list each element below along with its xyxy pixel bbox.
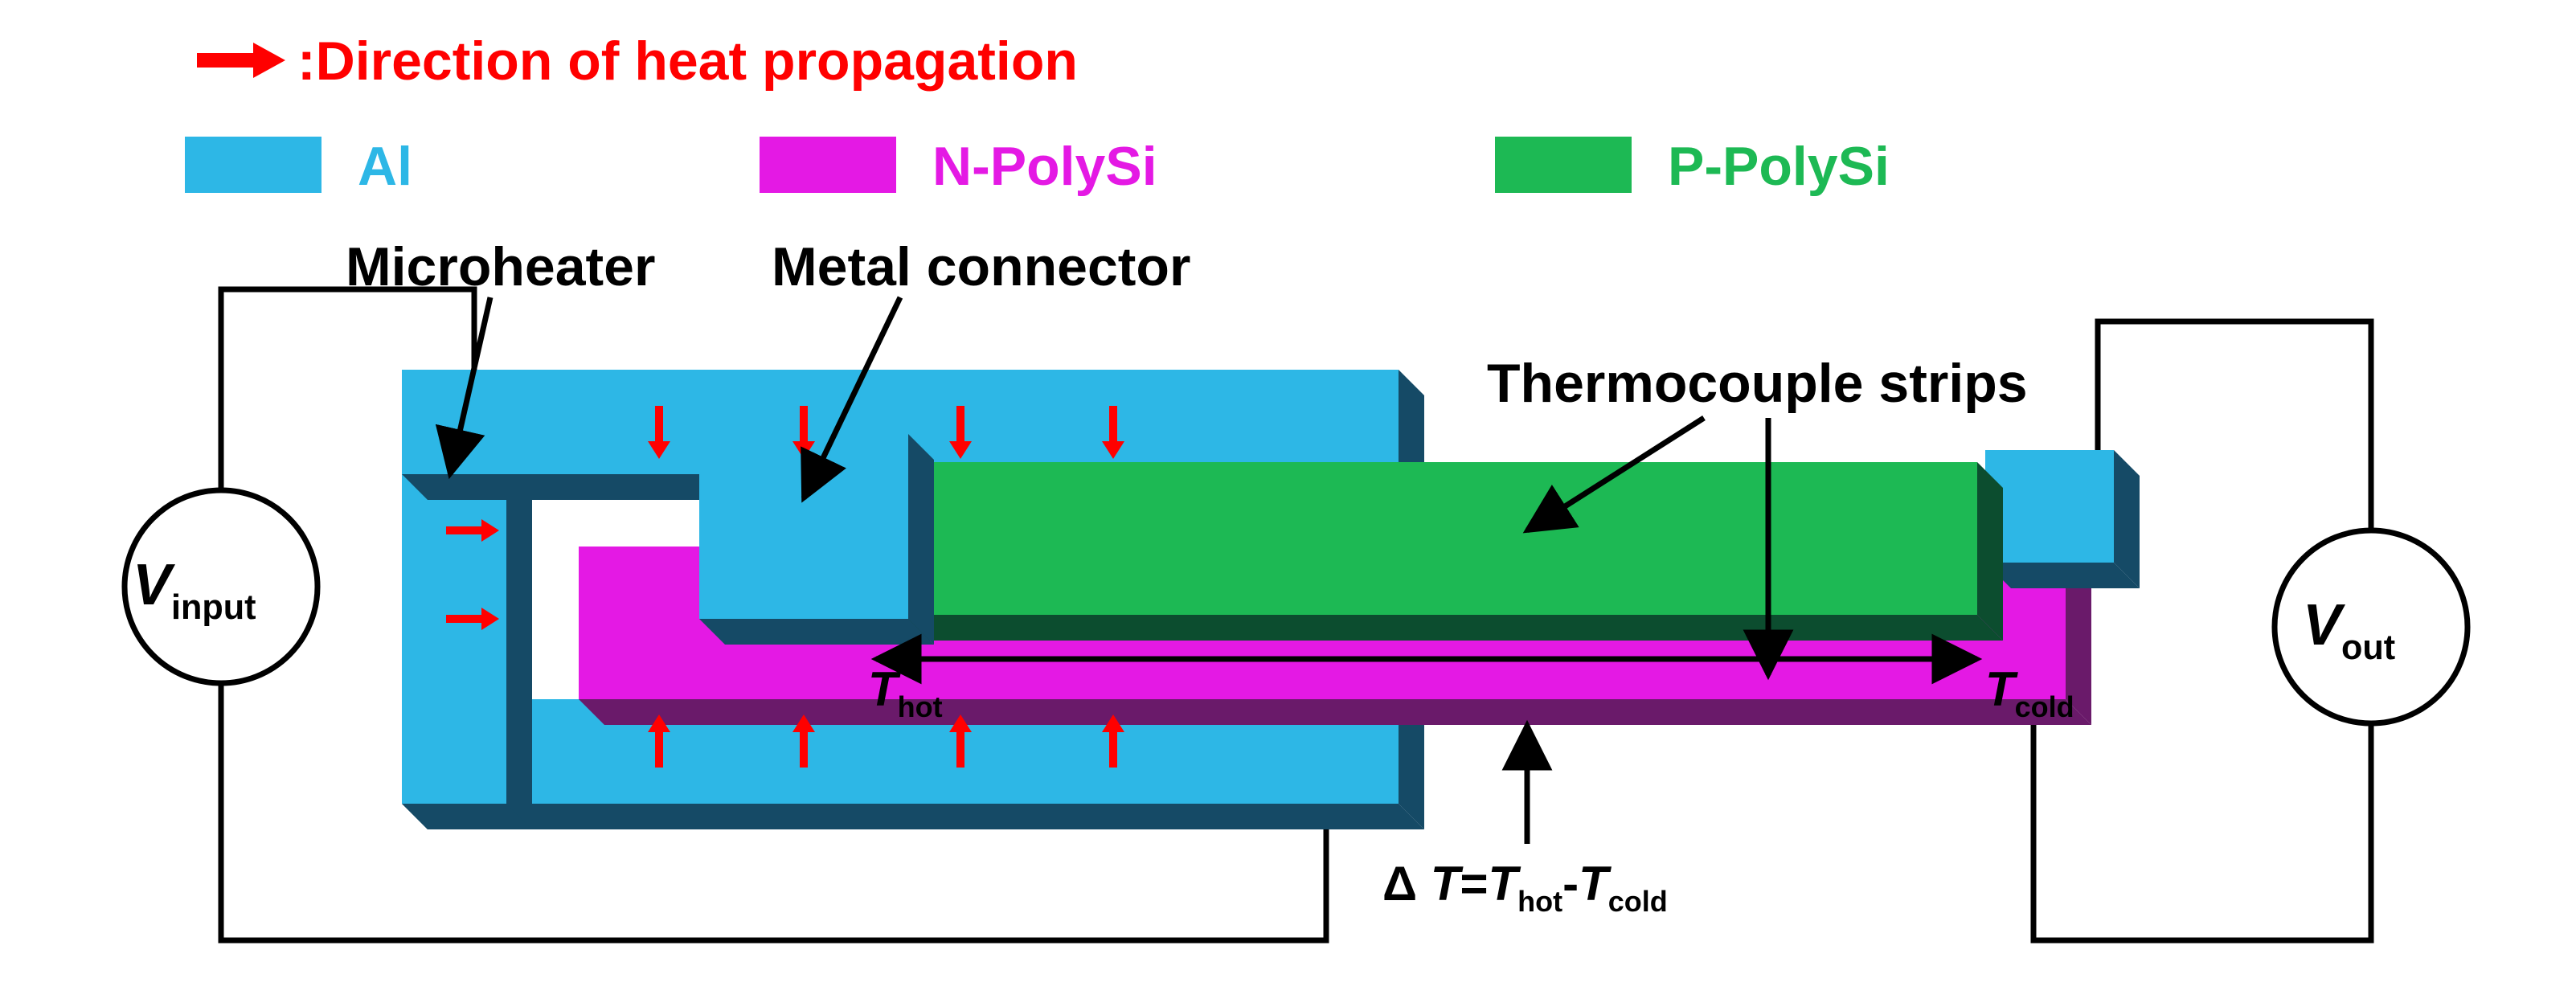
legend-swatch <box>760 137 896 193</box>
legend-heat-text: :Direction of heat propagation <box>297 31 1078 92</box>
wire-output-bottom <box>2033 723 2371 940</box>
metal-connector <box>699 434 908 619</box>
delta-t-formula: Δ T=Thot-Tcold <box>1382 857 1668 918</box>
legend-label: Al <box>358 136 412 197</box>
metal-connector-side-right <box>908 434 934 645</box>
microheater-bottom-side-bottom <box>402 804 1424 829</box>
metal-connector-label: Metal connector <box>772 236 1190 297</box>
p-polysi-strip <box>876 462 1977 615</box>
microheater-label: Microheater <box>346 236 655 297</box>
metal-pad-right <box>1985 450 2114 563</box>
metal-connector-side-bottom <box>699 619 934 645</box>
legend-label: N-PolySi <box>932 136 1157 197</box>
heat-arrow-icon-head <box>253 43 285 78</box>
legend-label: P-PolySi <box>1668 136 1890 197</box>
p-polysi-strip-side-bottom <box>876 615 2003 641</box>
thermocouple-label: Thermocouple strips <box>1487 353 2028 414</box>
diagram-root: :Direction of heat propagation Al N-PolySi… <box>0 0 2576 999</box>
diagram-svg: :Direction of heat propagation Al N-PolySi… <box>0 0 2576 999</box>
legend-swatch <box>185 137 321 193</box>
legend-swatch <box>1495 137 1632 193</box>
metal-pad-right-side-bottom <box>1985 563 2140 588</box>
p-polysi-strip-side-right <box>1977 462 2003 641</box>
